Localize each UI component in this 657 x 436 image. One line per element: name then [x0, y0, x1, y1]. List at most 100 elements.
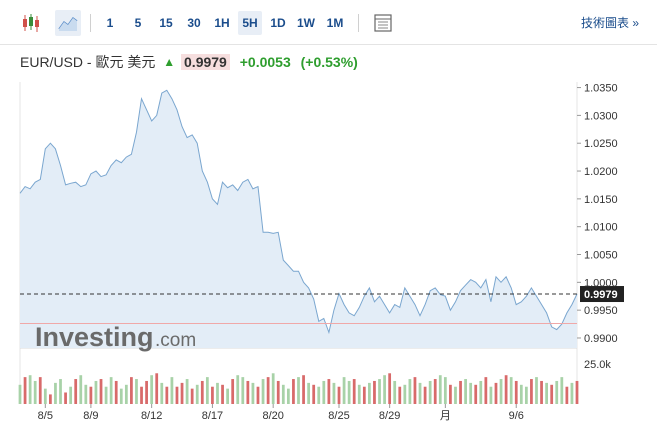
volume-bar [332, 382, 336, 404]
volume-bar [342, 377, 346, 404]
volume-bar [535, 377, 538, 404]
volume-bar [368, 382, 371, 404]
volume-bar [398, 386, 402, 404]
data-table-icon[interactable] [370, 10, 396, 36]
volume-bar [347, 380, 351, 404]
volume-bar [408, 379, 412, 404]
volume-bar [99, 379, 103, 404]
volume-bar [489, 386, 493, 404]
volume-bar [140, 386, 143, 404]
volume-bar [150, 375, 154, 404]
current-price: 0.9979 [181, 54, 230, 70]
volume-bar [312, 384, 316, 404]
candlestick-chart-icon[interactable] [18, 10, 44, 36]
volume-bar [246, 380, 250, 404]
y-tick-label: 1.0150 [584, 194, 618, 206]
volume-bar [54, 382, 57, 404]
x-tick-label: 8/5 [38, 410, 53, 422]
volume-bar [74, 379, 78, 404]
volume-bar [388, 373, 392, 404]
x-tick-label: 8/9 [83, 410, 98, 422]
volume-bar [373, 380, 376, 404]
technical-chart-link[interactable]: 技術圖表 » [580, 16, 639, 30]
volume-bar [165, 386, 169, 404]
volume-bar [33, 380, 37, 404]
x-tick-label: 8/20 [262, 410, 283, 422]
volume-bar [494, 382, 498, 404]
volume-bar [211, 386, 214, 404]
volume-bar [322, 380, 326, 404]
watermark-suffix: .com [155, 330, 196, 351]
volume-bar [393, 380, 397, 404]
volume-bar [555, 380, 559, 404]
volume-bar [28, 375, 32, 404]
time-axis: 8/5 8/9 8/12 8/17 8/20 8/25 8/29 月 9/6 [38, 404, 524, 422]
volume-bar [226, 388, 229, 404]
volume-bar [352, 379, 356, 404]
timeframe-5[interactable]: 5 [134, 16, 142, 30]
timeframe-15[interactable]: 15 [159, 16, 173, 30]
volume-bar [459, 380, 462, 404]
volume-bar [236, 375, 240, 404]
volume-bar [327, 379, 331, 404]
volume-bar [124, 384, 128, 404]
volume-bar [484, 377, 488, 404]
volume-bar [413, 377, 417, 404]
timeframe-1h[interactable]: 1H [214, 16, 230, 30]
up-arrow-icon: ▲ [163, 55, 176, 69]
volume-bar [231, 379, 235, 404]
toolbar-divider [358, 14, 359, 32]
volume-bar [292, 379, 295, 404]
toolbar-divider [90, 14, 91, 32]
volume-bar [200, 380, 204, 404]
volume-bar [438, 375, 442, 404]
volume-bar [378, 379, 381, 404]
current-price-label: 0.9979 [584, 289, 618, 301]
timeframe-1m[interactable]: 1M [326, 16, 344, 30]
timeframe-1d[interactable]: 1D [270, 16, 286, 30]
volume-bar [266, 377, 270, 404]
timeframe-1[interactable]: 1 [106, 16, 114, 30]
volume-bar [281, 384, 285, 404]
volume-bar [23, 377, 27, 404]
volume-bars: 25.0k [18, 359, 611, 404]
volume-bar [261, 379, 265, 404]
price-area-fill [20, 90, 577, 349]
volume-bar [530, 379, 533, 404]
volume-bar [64, 392, 67, 404]
volume-bar [251, 382, 255, 404]
volume-bar [550, 384, 554, 404]
volume-bar [443, 377, 447, 404]
area-chart-icon[interactable] [55, 10, 81, 36]
price-change-percent: (+0.53%) [300, 54, 358, 70]
volume-bar [170, 377, 174, 404]
volume-bar [114, 380, 118, 404]
y-tick-label: 0.9950 [584, 305, 618, 317]
y-tick-label: 1.0200 [584, 166, 618, 178]
volume-bar [297, 377, 300, 404]
volume-bar [337, 386, 341, 404]
volume-bar [185, 379, 189, 404]
volume-bar [383, 375, 386, 404]
volume-bar [43, 388, 47, 404]
volume-bar [357, 384, 361, 404]
x-tick-label: 8/17 [202, 410, 223, 422]
volume-bar [423, 386, 427, 404]
y-tick-label: 1.0050 [584, 250, 618, 262]
timeframe-1w[interactable]: 1W [297, 16, 315, 30]
volume-bar [524, 386, 528, 404]
volume-bar [479, 380, 483, 404]
timeframe-5h[interactable]: 5H [238, 11, 262, 35]
volume-bar [514, 380, 518, 404]
volume-bar [271, 373, 275, 404]
timeframe-30[interactable]: 30 [187, 16, 201, 30]
volume-bar [69, 386, 73, 404]
volume-bar [109, 377, 113, 404]
volume-bar [104, 386, 108, 404]
volume-bar [175, 386, 179, 404]
volume-axis-label: 25.0k [584, 359, 611, 371]
investing-watermark: Investing .com [35, 322, 196, 352]
volume-bar [216, 382, 219, 404]
volume-bar [499, 379, 503, 404]
volume-bar [190, 388, 194, 404]
